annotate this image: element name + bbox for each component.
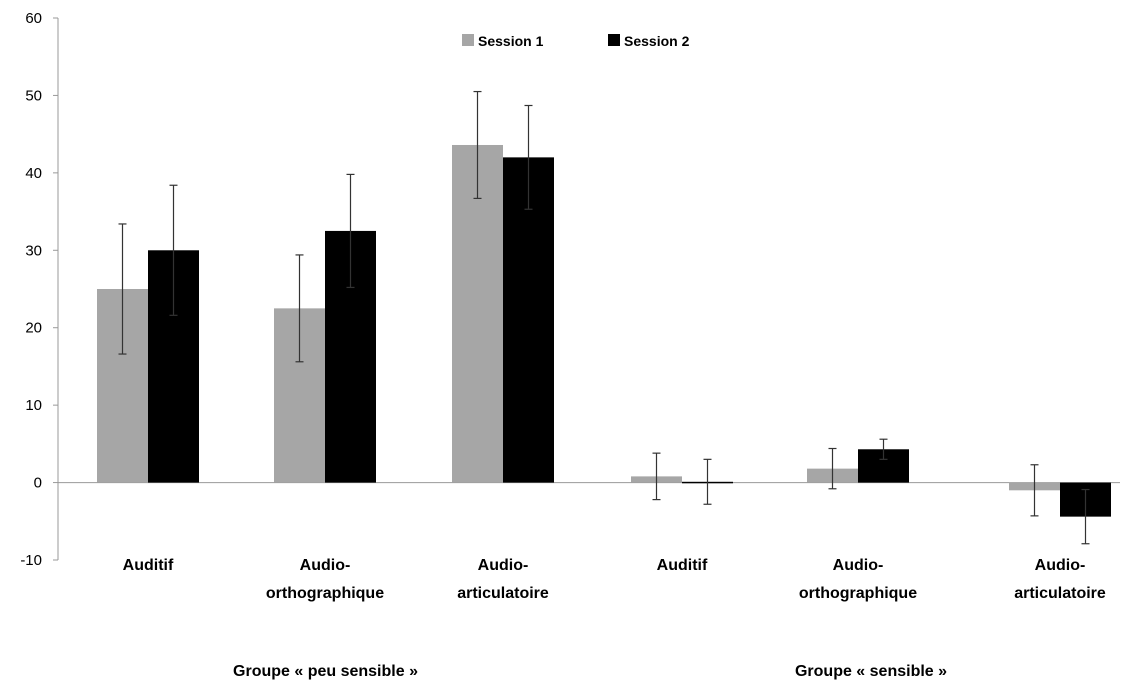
- x-tick-label-line: orthographique: [266, 585, 384, 602]
- x-tick-label-line: articulatoire: [1014, 585, 1106, 602]
- group-label: Groupe « sensible »: [795, 663, 947, 680]
- bar: [452, 144, 503, 483]
- y-tick-label: 30: [25, 242, 42, 259]
- x-tick-label: Auditif: [123, 557, 174, 574]
- y-tick-label: 40: [25, 165, 42, 182]
- x-tick-label-line: articulatoire: [457, 585, 549, 602]
- group-label: Groupe « peu sensible »: [233, 663, 418, 680]
- y-tick-label: 50: [25, 87, 42, 104]
- x-tick-label-line: Auditif: [123, 557, 174, 574]
- bars: [97, 144, 1111, 517]
- x-tick-label-line: Audio-: [1035, 557, 1086, 574]
- x-tick-label: Audio-orthographique: [799, 557, 917, 602]
- x-tick-label-line: Audio-: [478, 557, 529, 574]
- x-tick-label: Audio-orthographique: [266, 557, 384, 602]
- legend-swatch: [608, 34, 620, 46]
- y-tick-label: 60: [25, 10, 42, 27]
- y-tick-label: 0: [34, 475, 42, 492]
- x-tick-label: Audio-articulatoire: [457, 557, 549, 602]
- bar: [503, 157, 554, 483]
- legend-swatch: [462, 34, 474, 46]
- y-tick-label: -10: [20, 552, 42, 569]
- x-tick-label-line: Auditif: [657, 557, 708, 574]
- y-tick-label: 10: [25, 397, 42, 414]
- legend-label: Session 2: [624, 33, 690, 49]
- x-tick-label-line: orthographique: [799, 585, 917, 602]
- category-labels: Auditif Audio-orthographiqueAudio-articul…: [123, 557, 1106, 680]
- x-tick-label: Auditif: [657, 557, 708, 574]
- x-tick-label-line: Audio-: [300, 557, 351, 574]
- legend: Session 1 Session 2: [462, 33, 690, 49]
- y-axis: -10 0 10 20 30 40 50 60: [20, 10, 1120, 569]
- y-tick-label: 20: [25, 320, 42, 337]
- legend-label: Session 1: [478, 33, 544, 49]
- x-tick-label-line: Audio-: [833, 557, 884, 574]
- x-tick-label: Audio-articulatoire: [1014, 557, 1106, 602]
- error-bars: [118, 90, 1090, 545]
